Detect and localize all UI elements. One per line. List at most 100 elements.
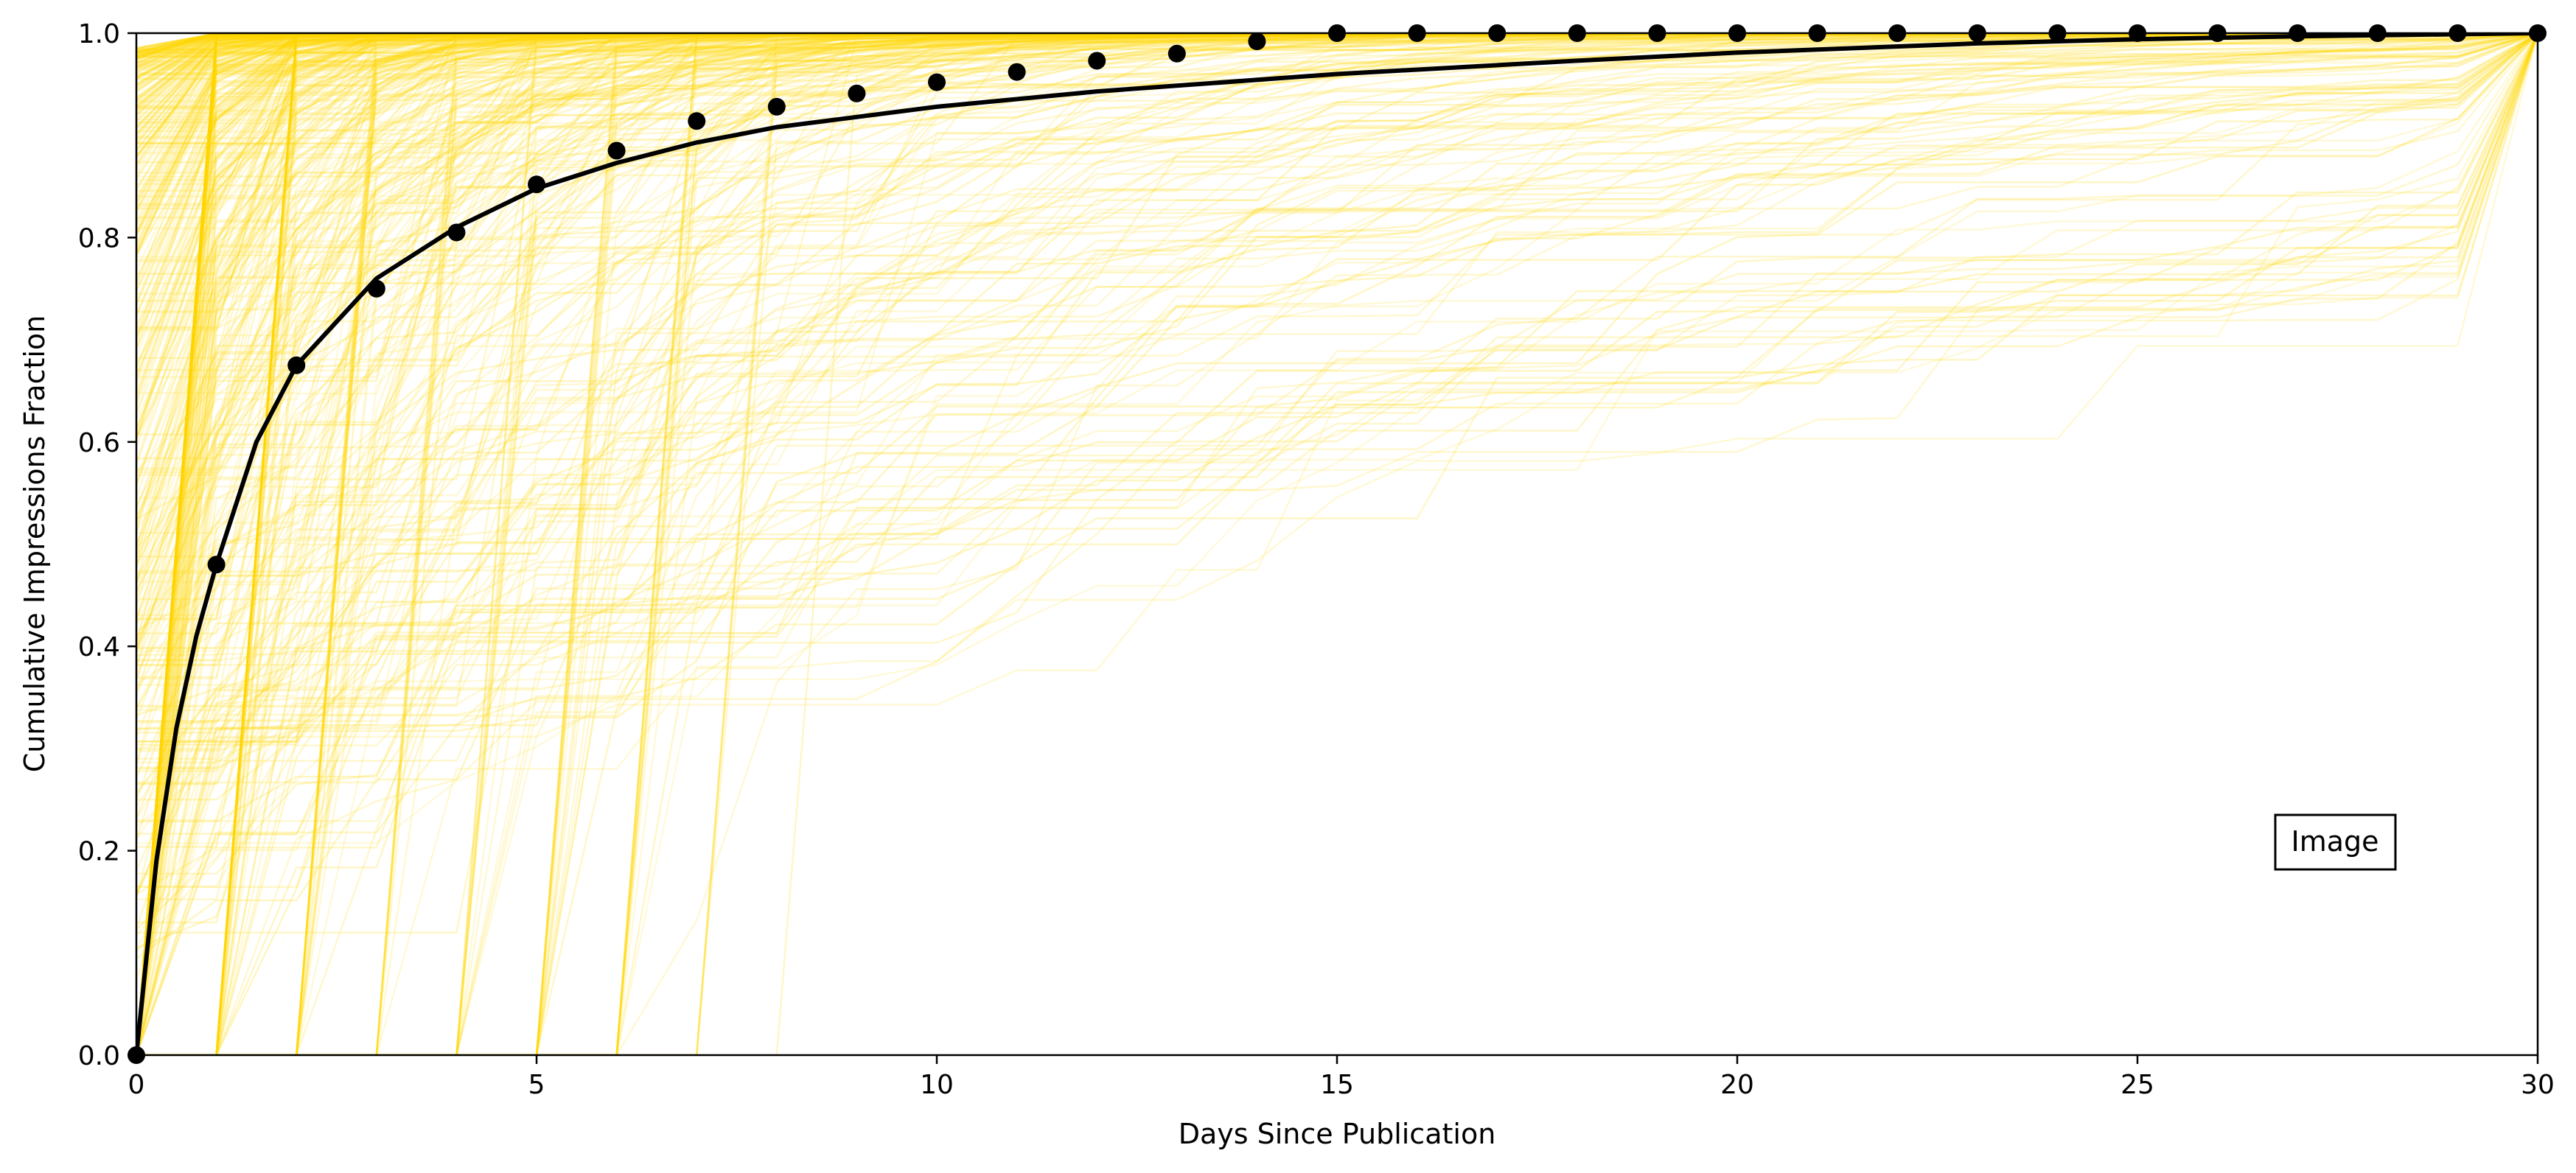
article-curve [136,33,2538,673]
article-curve [136,33,2538,282]
article-curve [136,33,2538,734]
x-tick-label: 15 [1320,1070,1354,1100]
article-curve [136,33,2538,337]
article-curve [136,33,2538,1055]
article-curve [136,33,2538,312]
article-curve [136,33,2538,407]
fit-curve [136,33,2538,1055]
article-curve [136,33,2538,413]
mean-point [447,223,466,242]
article-curve [136,33,2538,1055]
x-tick-label: 20 [1720,1070,1754,1100]
article-curve [136,33,2538,1055]
axis-ticks: 0 5 10 15 20 25 30 0.0 0.2 0.4 0.6 0.8 1.0 [78,19,2555,1100]
article-curve [136,33,2538,1055]
x-tick-label: 30 [2521,1070,2555,1100]
mean-point [528,175,545,194]
article-curve [136,33,2538,313]
article-curve [136,33,2538,497]
x-tick-label: 5 [528,1070,545,1100]
article-curve [136,33,2538,1055]
article-curve [136,33,2538,372]
article-curve [136,33,2538,743]
article-curve [136,33,2538,198]
article-curve [136,33,2538,1055]
article-curve [136,33,2538,1055]
article-curve [136,33,2538,386]
article-curve [136,33,2538,292]
article-curve [136,33,2538,441]
article-curve [136,33,2538,138]
article-curve [136,33,2538,666]
article-curve [136,33,2538,466]
article-curve [136,33,2538,1055]
article-curve [136,33,2538,1055]
article-curve [136,33,2538,1055]
article-curve [136,33,2538,326]
article-curve [136,33,2538,533]
article-curve [136,33,2538,486]
article-curve [136,33,2538,888]
article-curve [136,33,2538,349]
article-curve [136,33,2538,900]
article-curve [136,33,2538,463]
article-curve [136,33,2538,345]
article-curve [136,33,2538,1055]
article-curve [136,33,2538,934]
article-curve [136,33,2538,527]
article-curve [136,33,2538,1055]
article-curve [136,33,2538,770]
article-curve [136,33,2538,822]
article-curve [136,33,2538,1055]
article-curve [136,33,2538,1055]
article-curve [136,33,2538,1055]
mean-point [1248,32,1266,51]
article-curve [136,33,2538,394]
article-curve [136,33,2538,750]
article-curve [136,33,2538,1055]
article-curve [136,33,2538,1055]
article-curve [136,33,2538,1055]
article-curve [136,33,2538,895]
article-curve [136,33,2538,277]
article-curve [136,33,2538,1055]
article-curve [136,33,2538,1055]
article-curve [136,33,2538,1055]
article-curve [136,33,2538,1055]
article-curve [136,33,2538,1055]
article-curve [136,33,2538,377]
article-curve [136,33,2538,287]
article-curve [136,33,2538,930]
article-curve [136,33,2538,1055]
mean-point [1167,44,1186,63]
article-curve [136,33,2538,1055]
article-curve [136,33,2538,1055]
article-curve [136,33,2538,723]
mean-point [1008,63,1026,81]
article-curve [136,33,2538,318]
article-curve [136,33,2538,931]
article-curve [136,33,2538,365]
article-curve [136,33,2538,359]
article-curve [136,33,2538,709]
article-curve [136,33,2538,416]
article-curve [136,33,2538,708]
article-curve [136,33,2538,284]
article-curve [136,33,2538,439]
article-curve [136,33,2538,383]
mean-point [1088,52,1106,70]
article-curve [136,33,2538,835]
article-curve [136,33,2538,1055]
article-curve [136,33,2538,403]
article-curve [136,33,2538,1055]
article-curve [136,33,2538,1055]
article-curve [136,33,2538,1055]
article-curve [136,33,2538,959]
article-curve [136,33,2538,1055]
article-curve [136,33,2538,801]
article-curve [136,33,2538,1055]
article-curve [136,33,2538,1055]
article-curve [136,33,2538,1055]
article-curve [136,33,2538,729]
